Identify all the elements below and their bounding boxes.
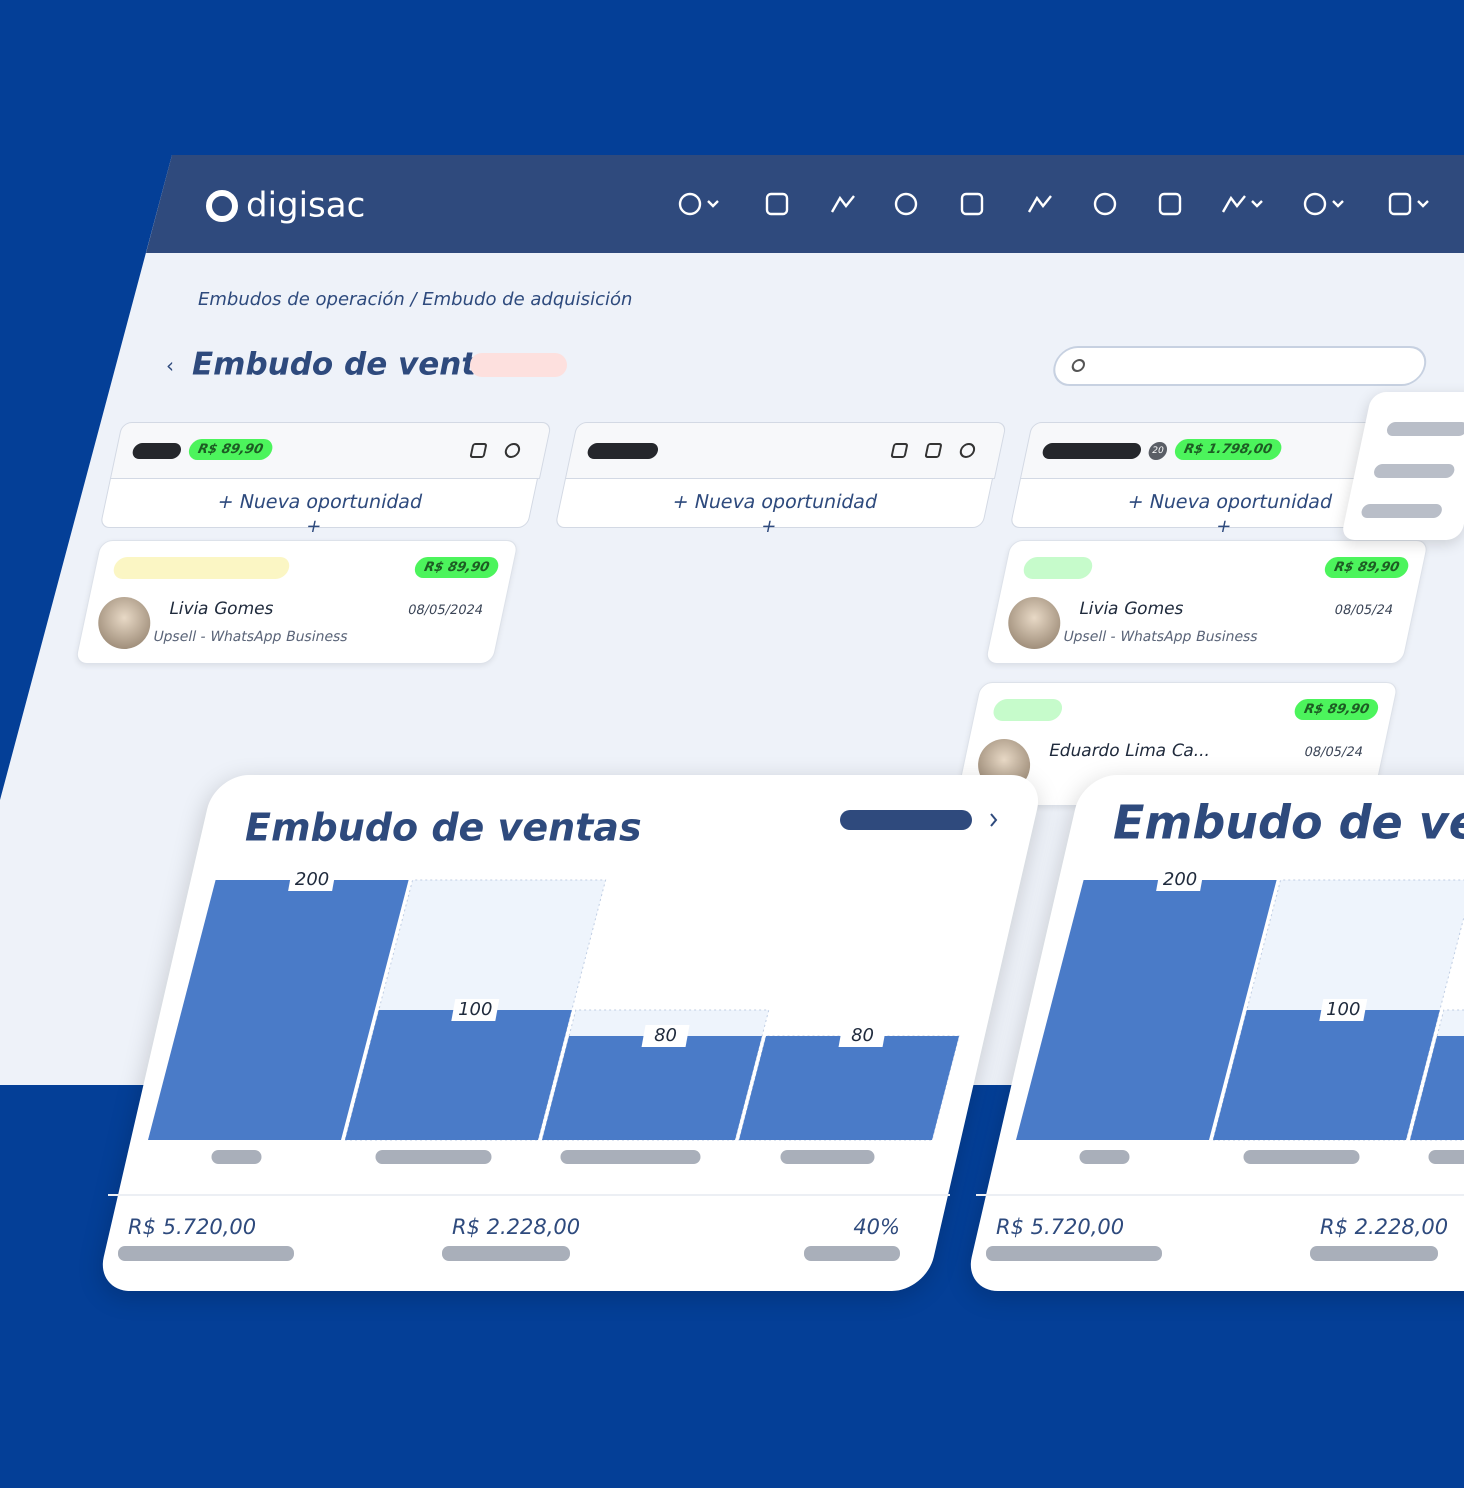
edit-icon[interactable] xyxy=(924,443,943,458)
opportunity-amount: R$ 89,90 xyxy=(413,557,501,578)
opportunity-source: Upsell - WhatsApp Business xyxy=(151,629,350,645)
funnel-panel xyxy=(95,775,1046,1291)
delete-icon[interactable] xyxy=(890,443,909,458)
opportunity-amount: R$ 89,90 xyxy=(1323,557,1411,578)
new-opportunity-icon[interactable]: + xyxy=(304,516,324,537)
opportunity-source: Upsell - WhatsApp Business xyxy=(1061,629,1260,645)
opportunity-date: 08/05/2024 xyxy=(406,603,485,618)
new-opportunity-button[interactable]: + Nueva oportunidad xyxy=(215,491,425,513)
opportunity-amount: R$ 89,90 xyxy=(1292,699,1381,720)
tag-placeholder xyxy=(1021,557,1095,579)
column-header xyxy=(564,422,1007,479)
tag-placeholder xyxy=(111,557,292,579)
move-icon[interactable] xyxy=(503,443,522,458)
contact-name: Livia Gomes xyxy=(167,599,276,619)
column-total: R$ 1.798,00 xyxy=(1172,439,1284,460)
new-opportunity-icon[interactable]: + xyxy=(759,516,779,537)
filter-option[interactable] xyxy=(1360,504,1443,518)
column-name-placeholder xyxy=(586,443,660,459)
column-name-placeholder xyxy=(1041,443,1143,459)
column-total: R$ 89,90 xyxy=(186,439,275,460)
column-header: R$ 89,90 xyxy=(109,422,552,479)
filter-option[interactable] xyxy=(1372,464,1456,478)
filter-option[interactable] xyxy=(1385,422,1464,436)
new-opportunity-button[interactable]: + Nueva oportunidad xyxy=(670,491,880,513)
contact-avatar xyxy=(1008,597,1061,649)
contact-avatar xyxy=(98,597,151,649)
edit-icon[interactable] xyxy=(469,443,488,458)
contact-name: Livia Gomes xyxy=(1077,599,1186,619)
opportunity-date: 08/05/24 xyxy=(1332,603,1395,618)
opportunity-card[interactable]: R$ 89,90 Livia Gomes 08/05/2024 Upsell - Wh… xyxy=(74,540,519,664)
opportunity-date: 08/05/24 xyxy=(1302,745,1365,760)
move-icon[interactable] xyxy=(958,443,977,458)
filter-menu xyxy=(1340,392,1464,540)
opportunity-card[interactable]: R$ 89,90 Livia Gomes 08/05/24 Upsell - What… xyxy=(984,540,1429,664)
column-count: 20 xyxy=(1146,442,1169,460)
tag-placeholder xyxy=(991,699,1065,721)
contact-name: Eduardo Lima Ca... xyxy=(1046,741,1213,761)
column-name-placeholder xyxy=(131,443,183,459)
funnel-panel xyxy=(963,775,1464,1291)
